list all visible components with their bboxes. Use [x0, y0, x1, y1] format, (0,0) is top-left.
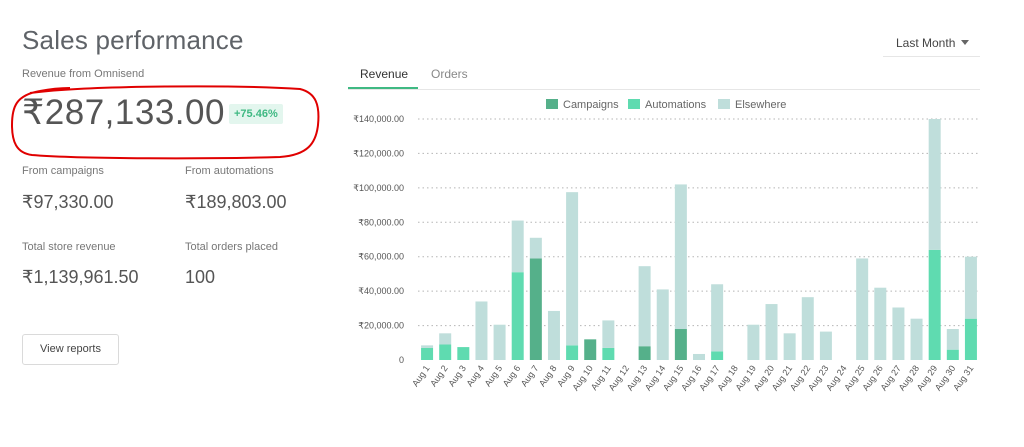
- view-reports-button[interactable]: View reports: [22, 334, 119, 365]
- bar-elsewhere: [783, 333, 796, 360]
- orders-value: 100: [185, 267, 216, 287]
- bar-elsewhere: [529, 237, 542, 259]
- legend-item-elsewhere[interactable]: Elsewhere: [718, 99, 786, 111]
- bar-automations: [928, 249, 941, 360]
- automations-value: ₹189,803.00: [185, 192, 287, 212]
- bar-automations: [946, 349, 959, 360]
- y-tick-label: ₹80,000.00: [358, 217, 404, 227]
- x-tick-label: Aug 4: [464, 363, 486, 388]
- automations-label: From automations: [185, 165, 274, 177]
- bar-automations: [566, 345, 579, 360]
- bar-campaigns: [529, 258, 542, 360]
- bar-elsewhere: [439, 333, 452, 345]
- orders-label: Total orders placed: [185, 241, 278, 253]
- legend-swatch-automations: [628, 99, 640, 109]
- bar-automations: [439, 344, 452, 360]
- bar-elsewhere: [856, 258, 869, 360]
- campaigns-label: From campaigns: [22, 165, 104, 177]
- x-tick-label: Aug 7: [519, 363, 541, 388]
- legend-label-campaigns: Campaigns: [563, 99, 619, 111]
- bar-elsewhere: [421, 345, 434, 348]
- bar-campaigns: [638, 346, 651, 360]
- bar-elsewhere: [656, 289, 669, 360]
- tab-revenue[interactable]: Revenue: [360, 67, 409, 81]
- chart-tabs: Revenue Orders: [348, 60, 980, 90]
- page-title: Sales performance: [22, 25, 244, 55]
- bar-elsewhere: [566, 192, 579, 346]
- bar-elsewhere: [747, 324, 760, 360]
- bar-elsewhere: [602, 320, 615, 348]
- bar-elsewhere: [547, 310, 560, 360]
- bar-automations: [711, 351, 724, 360]
- y-tick-label: ₹140,000.00: [353, 114, 404, 124]
- bar-automations: [421, 347, 434, 360]
- revenue-label: Revenue from Omnisend: [22, 68, 145, 80]
- active-tab-indicator: [348, 87, 418, 89]
- bar-elsewhere: [946, 329, 959, 350]
- y-tick-label: ₹120,000.00: [353, 148, 404, 158]
- y-tick-label: ₹20,000.00: [358, 321, 404, 331]
- x-tick-label: Aug 1: [410, 363, 432, 388]
- campaigns-value: ₹97,330.00: [22, 192, 114, 212]
- x-tick-label: Aug 3: [446, 363, 468, 388]
- bar-elsewhere: [910, 318, 923, 360]
- bar-elsewhere: [765, 304, 778, 360]
- y-tick-label: ₹100,000.00: [353, 183, 404, 193]
- bar-automations: [511, 272, 524, 360]
- bar-elsewhere: [928, 119, 941, 250]
- legend-swatch-campaigns: [546, 99, 558, 109]
- bar-campaigns: [674, 329, 687, 360]
- bar-elsewhere: [801, 297, 814, 360]
- period-dropdown-label: Last Month: [896, 36, 956, 50]
- bar-automations: [602, 347, 615, 360]
- bar-automations: [964, 318, 977, 360]
- y-tick-label: ₹40,000.00: [358, 286, 404, 296]
- period-dropdown[interactable]: Last Month: [883, 28, 980, 57]
- y-tick-label: ₹60,000.00: [358, 252, 404, 262]
- x-tick-label: Aug 2: [428, 363, 450, 388]
- x-tick-label: Aug 8: [537, 363, 559, 388]
- legend-item-campaigns[interactable]: Campaigns: [546, 99, 619, 111]
- tab-orders[interactable]: Orders: [431, 67, 468, 81]
- legend-label-automations: Automations: [645, 99, 707, 111]
- bar-elsewhere: [511, 220, 524, 273]
- bar-elsewhere: [475, 301, 488, 360]
- chevron-down-icon: [961, 40, 969, 45]
- x-tick-label: Aug 5: [483, 363, 505, 388]
- bar-elsewhere: [711, 284, 724, 352]
- y-tick-label: 0: [399, 355, 404, 365]
- bar-automations: [457, 347, 470, 360]
- store-revenue-label: Total store revenue: [22, 241, 116, 253]
- bar-elsewhere: [874, 287, 887, 360]
- bar-elsewhere: [819, 331, 832, 360]
- legend-label-elsewhere: Elsewhere: [735, 99, 787, 111]
- store-revenue-value: ₹1,139,961.50: [22, 267, 139, 287]
- bar-campaigns: [584, 339, 597, 360]
- bar-elsewhere: [964, 256, 977, 319]
- legend-item-automations[interactable]: Automations: [628, 99, 706, 111]
- bar-elsewhere: [493, 324, 506, 360]
- bar-elsewhere: [638, 266, 651, 347]
- bar-elsewhere: [693, 353, 705, 360]
- bar-elsewhere: [674, 184, 687, 330]
- legend-swatch-elsewhere: [718, 99, 730, 109]
- bar-elsewhere: [892, 307, 905, 360]
- x-tick-label: Aug 6: [501, 363, 523, 388]
